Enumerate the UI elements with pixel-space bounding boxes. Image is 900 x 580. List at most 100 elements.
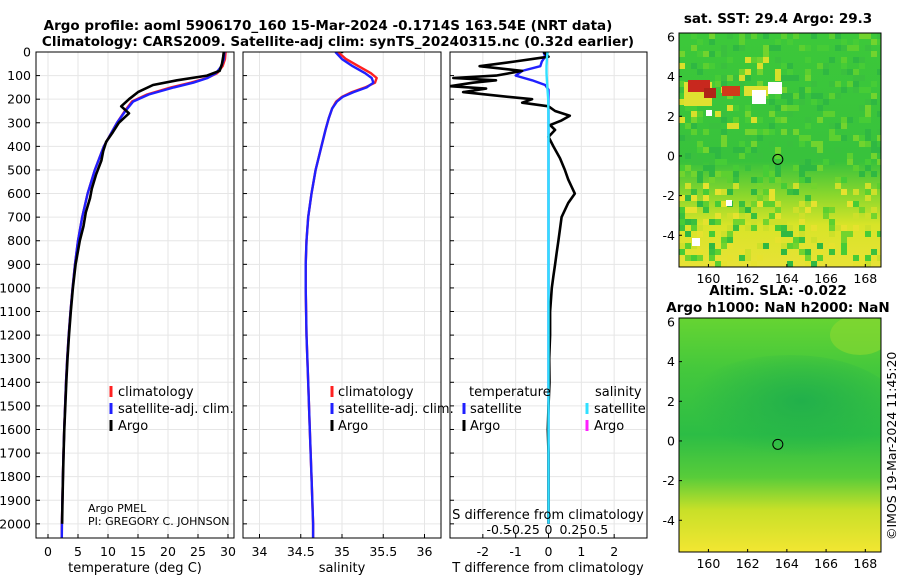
sst-cell: [865, 105, 871, 111]
map-x-tick-label: 164: [775, 556, 799, 571]
sst-cell: [763, 165, 769, 171]
map-x-tick-label: 162: [736, 556, 760, 571]
sst-cell: [877, 69, 881, 75]
series-climatology: [304, 52, 378, 538]
sst-cell: [691, 63, 697, 69]
sst-cell: [799, 231, 805, 237]
sst-cell: [679, 249, 685, 255]
sst-cell: [679, 213, 685, 219]
depth-tick-label: 1400: [0, 375, 31, 390]
sst-cell: [781, 243, 787, 249]
sst-cell: [709, 159, 715, 165]
sst-cell: [841, 249, 847, 255]
sst-cell: [685, 105, 691, 111]
sst-cell: [817, 45, 823, 51]
sst-cell: [709, 39, 715, 45]
sst-cell: [751, 177, 757, 183]
sst-cell: [799, 165, 805, 171]
sst-cell: [817, 147, 823, 153]
sst-cell: [787, 243, 793, 249]
difference-panel: -2 -1 0 1 2 -0.5-0.25 0 0.25 0.5 S difference fr…: [449, 51, 648, 576]
sst-cell: [817, 243, 823, 249]
sst-cell: [697, 51, 703, 57]
sst-cell: [691, 33, 697, 39]
sst-cell: [745, 165, 751, 171]
sst-cell: [859, 171, 865, 177]
sst-cell: [697, 225, 703, 231]
salinity-lines: [304, 52, 378, 538]
sst-cell: [757, 153, 763, 159]
sst-cell: [757, 243, 763, 249]
sst-cell: [769, 111, 775, 117]
sst-cell: [715, 153, 721, 159]
sst-cell: [685, 135, 691, 141]
sst-cell: [757, 177, 763, 183]
sst-cell: [679, 99, 685, 105]
map-y-tick-label: 2: [667, 394, 675, 409]
sst-cell: [703, 147, 709, 153]
sst-cell: [721, 141, 727, 147]
sst-cell: [871, 51, 877, 57]
sst-cell: [829, 225, 835, 231]
sst-cell: [703, 207, 709, 213]
sst-cell: [853, 81, 859, 87]
sst-cell: [703, 63, 709, 69]
depth-tick-label: 200: [7, 92, 31, 107]
legend-s-satellite-label: satellite: [594, 402, 646, 417]
sst-cell: [727, 57, 733, 63]
legend-argo-label: Argo: [338, 419, 368, 434]
sst-cell: [781, 75, 787, 81]
sst-cell: [763, 57, 769, 63]
sst-cell: [739, 39, 745, 45]
sst-map-field: [679, 33, 881, 267]
sst-cell: [775, 93, 781, 99]
sst-cell: [805, 207, 811, 213]
sst-cell: [733, 177, 739, 183]
sst-cell: [721, 189, 727, 195]
series-s-satellite: [545, 52, 550, 524]
sst-cell: [691, 219, 697, 225]
sst-cell: [853, 45, 859, 51]
sst-cell: [709, 123, 715, 129]
sst-cell: [805, 165, 811, 171]
sst-cell: [865, 261, 871, 267]
legend-climatology-label: climatology: [118, 385, 194, 400]
sst-cell: [763, 225, 769, 231]
sst-cell: [769, 171, 775, 177]
sst-cell: [751, 189, 757, 195]
sst-cell: [703, 183, 709, 189]
sst-cell: [835, 183, 841, 189]
sst-cell: [847, 117, 853, 123]
sst-cell: [691, 45, 697, 51]
sst-cell: [733, 183, 739, 189]
map-x-tick-label: 160: [696, 271, 720, 286]
sst-cell: [721, 45, 727, 51]
sst-cell: [853, 261, 859, 267]
difference-ticks: -2 -1 0 1 2 -0.5-0.25 0 0.25 0.5: [450, 51, 618, 559]
sst-cell: [715, 171, 721, 177]
sst-cell: [799, 99, 805, 105]
sst-cell: [781, 183, 787, 189]
depth-tick-label: 100: [7, 68, 31, 83]
legend-t-satellite-label: satellite: [470, 402, 522, 417]
sst-cell: [871, 255, 877, 261]
sla-map-field: [679, 318, 881, 552]
map-y-tick-label: 0: [667, 148, 675, 163]
sst-cell: [823, 213, 829, 219]
depth-tick-label: 500: [7, 162, 31, 177]
x-tick-label: 10: [100, 544, 116, 559]
sst-cell: [775, 147, 781, 153]
x-tick-label: -1: [509, 544, 521, 559]
sst-cell: [871, 207, 877, 213]
sst-cell: [763, 33, 769, 39]
sst-cell: [697, 177, 703, 183]
sst-cell: [865, 45, 871, 51]
sst-cell: [823, 63, 829, 69]
sst-cell: [823, 99, 829, 105]
map-y-tick-label: 0: [667, 433, 675, 448]
sst-cell: [751, 261, 757, 267]
sst-cell: [763, 243, 769, 249]
sst-cell: [811, 81, 817, 87]
sst-cell: [679, 51, 685, 57]
sst-cell: [763, 201, 769, 207]
